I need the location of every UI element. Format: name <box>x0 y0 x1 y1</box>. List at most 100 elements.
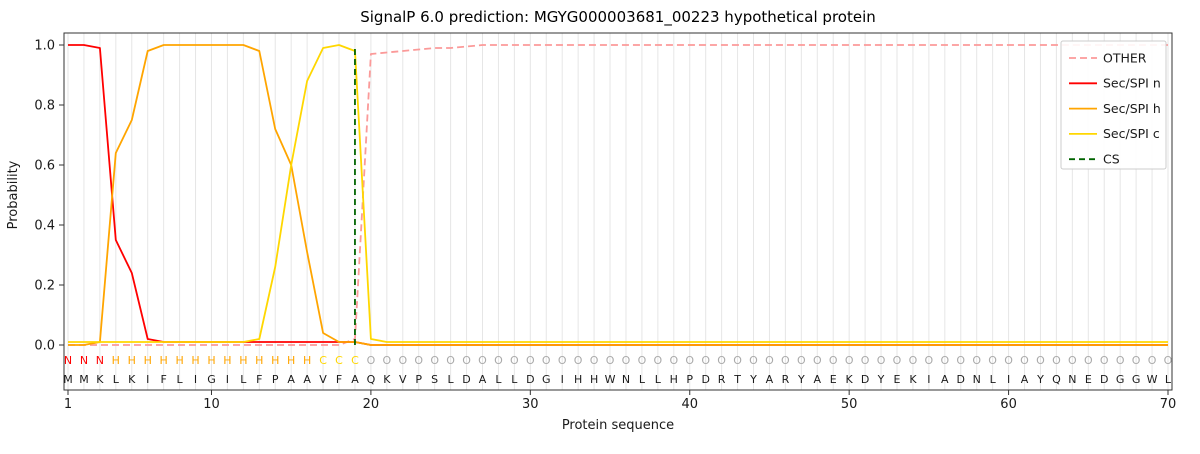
region-letter: O <box>367 354 376 367</box>
region-letter: O <box>1148 354 1157 367</box>
residue-letter: Q <box>367 373 376 386</box>
region-letter: O <box>940 354 949 367</box>
residue-letter: S <box>431 373 438 386</box>
region-letter: O <box>638 354 647 367</box>
residue-letter: R <box>718 373 726 386</box>
region-letter: O <box>861 354 870 367</box>
region-letter: O <box>829 354 838 367</box>
residue-letter: Y <box>877 373 885 386</box>
region-letter: O <box>446 354 455 367</box>
residue-letter: I <box>194 373 197 386</box>
residue-letter: L <box>990 373 997 386</box>
region-letter: C <box>335 354 343 367</box>
region-letter: H <box>175 354 183 367</box>
region-letter: H <box>223 354 231 367</box>
y-tick-label: 0.6 <box>34 159 55 174</box>
region-letter: C <box>319 354 327 367</box>
region-letter: O <box>558 354 567 367</box>
region-letter: H <box>255 354 263 367</box>
region-letter: O <box>590 354 599 367</box>
region-letter: H <box>144 354 152 367</box>
residue-letter: N <box>973 373 981 386</box>
series-line-other <box>68 44 1168 346</box>
residue-letter: L <box>639 373 646 386</box>
x-tick-label: 30 <box>522 397 539 412</box>
residue-letter: D <box>1100 373 1108 386</box>
region-letter: O <box>574 354 583 367</box>
legend-label: OTHER <box>1103 50 1147 65</box>
region-letter: O <box>430 354 439 367</box>
residue-letter: K <box>383 373 391 386</box>
region-letter: O <box>988 354 997 367</box>
region-letter: H <box>271 354 279 367</box>
region-letter: O <box>510 354 519 367</box>
residue-letter: L <box>1165 373 1172 386</box>
residue-letter: L <box>113 373 120 386</box>
residue-letter: L <box>511 373 518 386</box>
residue-letter: A <box>941 373 949 386</box>
region-letter: O <box>462 354 471 367</box>
residue-letter: F <box>160 373 166 386</box>
residue-letter: G <box>1132 373 1141 386</box>
residue-letter: F <box>336 373 342 386</box>
region-letter: O <box>1116 354 1125 367</box>
region-letter: O <box>972 354 981 367</box>
residue-letter: A <box>1021 373 1029 386</box>
residue-letter: N <box>622 373 630 386</box>
residue-letter: P <box>272 373 279 386</box>
residue-letter: A <box>766 373 774 386</box>
region-letter: H <box>303 354 311 367</box>
legend-box <box>1060 40 1167 170</box>
region-letter: O <box>1052 354 1061 367</box>
region-letter: O <box>893 354 902 367</box>
region-letter: O <box>781 354 790 367</box>
y-tick-label: 0.2 <box>34 279 55 294</box>
residue-letter: G <box>542 373 551 386</box>
legend-label: Sec/SPI h <box>1103 101 1161 116</box>
x-tick-label: 60 <box>1000 397 1017 412</box>
residue-letter: A <box>479 373 487 386</box>
region-letter: O <box>749 354 758 367</box>
residue-letter: E <box>830 373 837 386</box>
region-letter: O <box>1084 354 1093 367</box>
region-letter: O <box>1068 354 1077 367</box>
region-letter: O <box>765 354 774 367</box>
region-letter: H <box>239 354 247 367</box>
y-axis-label: Probability <box>6 160 21 229</box>
residue-letter: K <box>96 373 104 386</box>
x-tick-label: 70 <box>1160 397 1177 412</box>
x-tick-label: 40 <box>681 397 698 412</box>
y-tick-label: 0.8 <box>34 99 55 114</box>
residue-letter: A <box>814 373 822 386</box>
residue-letter: H <box>590 373 598 386</box>
x-tick-label: 1 <box>64 397 72 412</box>
residue-letter: Y <box>1036 373 1044 386</box>
residue-letter: A <box>351 373 359 386</box>
chart-title: SignalP 6.0 prediction: MGYG000003681_00… <box>360 8 876 27</box>
region-letter: H <box>128 354 136 367</box>
region-letter: O <box>606 354 615 367</box>
residue-letter: Y <box>749 373 757 386</box>
region-letter: O <box>813 354 822 367</box>
y-tick-label: 0.4 <box>34 219 55 234</box>
residue-letter: D <box>462 373 470 386</box>
residue-letter: R <box>782 373 790 386</box>
region-letter: O <box>685 354 694 367</box>
x-tick-label: 50 <box>841 397 858 412</box>
region-letter: O <box>733 354 742 367</box>
region-letter: O <box>1164 354 1173 367</box>
residue-letter: D <box>861 373 869 386</box>
residue-letter: A <box>287 373 295 386</box>
residue-letter: M <box>63 373 73 386</box>
residue-letter: Y <box>797 373 805 386</box>
region-letter: O <box>1004 354 1013 367</box>
residue-letter: I <box>1007 373 1010 386</box>
region-letter: O <box>925 354 934 367</box>
y-tick-label: 1.0 <box>34 39 55 54</box>
region-letter: N <box>64 354 72 367</box>
residue-letter: I <box>927 373 930 386</box>
legend-label: Sec/SPI n <box>1103 76 1161 91</box>
series-line-sec-spi-h <box>68 44 1168 346</box>
